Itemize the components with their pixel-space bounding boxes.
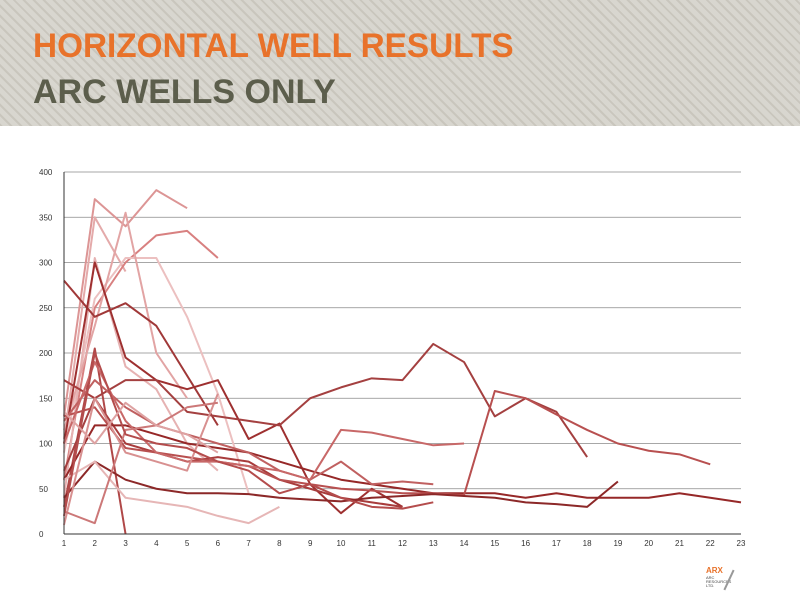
y-tick-label: 300 (39, 259, 53, 268)
x-tick-label: 13 (429, 539, 438, 548)
series-line-3 (63, 229, 219, 480)
y-tick-label: 250 (39, 304, 53, 313)
series-line-2 (63, 189, 188, 417)
series-line-8 (63, 261, 404, 515)
title-banner: HORIZONTAL WELL RESULTS ARC WELLS ONLY (0, 0, 800, 126)
x-tick-label: 1 (62, 539, 67, 548)
y-axis-ticks: 0 50 100 150 200 250 300 350 400 (39, 168, 53, 539)
x-tick-label: 7 (246, 539, 251, 548)
x-tick-label: 14 (460, 539, 469, 548)
x-axis-ticks: 1 2 3 4 5 6 7 8 9 10 11 12 13 14 15 16 17 18 19 20 21 22 23 (62, 539, 746, 548)
x-tick-label: 9 (308, 539, 313, 548)
x-tick-label: 3 (123, 539, 128, 548)
x-tick-label: 10 (337, 539, 346, 548)
slide-title: HORIZONTAL WELL RESULTS (33, 27, 514, 65)
x-tick-label: 21 (675, 539, 684, 548)
logo-line3: LTD. (706, 583, 715, 588)
x-tick-label: 16 (521, 539, 530, 548)
series-line-11 (63, 342, 588, 472)
series-line-15 (63, 379, 434, 486)
x-tick-label: 15 (490, 539, 499, 548)
logo-line1: ARC (706, 575, 715, 580)
y-tick-label: 200 (39, 349, 53, 358)
slide-subtitle: ARC WELLS ONLY (33, 73, 336, 111)
y-tick-label: 50 (39, 485, 48, 494)
x-tick-label: 18 (583, 539, 592, 548)
x-tick-label: 8 (277, 539, 282, 548)
series-line-7 (63, 279, 219, 426)
x-tick-label: 23 (737, 539, 746, 548)
y-tick-label: 400 (39, 168, 53, 177)
x-tick-label: 2 (93, 539, 98, 548)
y-tick-label: 150 (39, 394, 53, 403)
company-logo: ARX ARC RESOURCES LTD. (706, 567, 746, 591)
logo-brand: ARX (706, 566, 723, 575)
series-line-17 (63, 460, 280, 525)
x-tick-label: 6 (216, 539, 221, 548)
x-tick-label: 22 (706, 539, 715, 548)
series-lines (63, 189, 742, 535)
series-line-20 (63, 352, 434, 517)
x-tick-label: 17 (552, 539, 561, 548)
x-tick-label: 11 (368, 539, 377, 548)
series-line-14 (63, 460, 619, 508)
x-tick-label: 20 (644, 539, 653, 548)
y-tick-label: 100 (39, 440, 53, 449)
x-tick-label: 4 (154, 539, 159, 548)
series-line-6 (63, 211, 188, 431)
series-line-10 (63, 347, 127, 535)
series-line-16 (63, 361, 465, 481)
x-tick-label: 19 (613, 539, 622, 548)
series-line-19 (63, 401, 219, 525)
series-line-13 (63, 390, 711, 497)
y-tick-label: 0 (39, 530, 44, 539)
series-line-12 (63, 424, 742, 504)
series-line-18 (63, 393, 219, 526)
y-tick-label: 350 (39, 213, 53, 222)
x-tick-label: 5 (185, 539, 190, 548)
series-line-21 (63, 401, 219, 454)
x-tick-label: 12 (398, 539, 407, 548)
logo-line2: RESOURCES (706, 579, 732, 584)
grid-lines (64, 171, 741, 490)
